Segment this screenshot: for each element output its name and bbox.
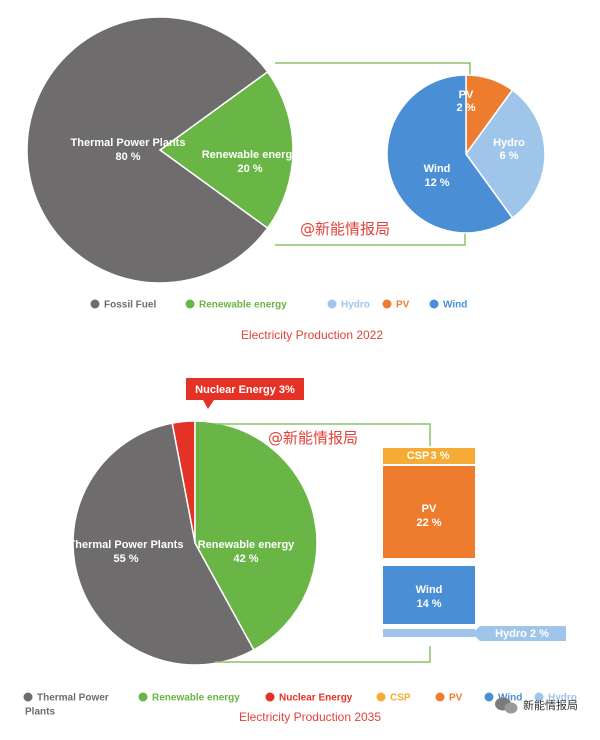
thermal-label-2022: Thermal Power Plants bbox=[71, 137, 186, 149]
legend-2022-label: Fossil Fuel bbox=[104, 300, 156, 311]
legend-2035-label: Wind bbox=[498, 693, 522, 704]
renewable-label-2022: Renewable energy bbox=[202, 149, 299, 161]
csp-value-2035: 3 % bbox=[431, 450, 450, 462]
main-pie-2035 bbox=[72, 420, 318, 666]
legend-2022-label: Hydro bbox=[341, 300, 370, 311]
wechat-badge: 新能情报局 bbox=[495, 697, 578, 714]
wind-value-2022: 12 % bbox=[424, 177, 449, 189]
nuclear-callout-text: Nuclear Energy 3% bbox=[195, 384, 295, 396]
legend-2022-label: Renewable energy bbox=[199, 300, 287, 311]
legend-2022-swatch bbox=[185, 299, 195, 309]
legend-2035-label: Hydro bbox=[548, 693, 577, 704]
breakdown-pie-2022 bbox=[386, 74, 546, 234]
watermark-2022: @新能情报局 bbox=[300, 220, 390, 238]
wind-label-2022: Wind bbox=[424, 163, 451, 175]
wechat-badge-text: 新能情报局 bbox=[523, 698, 578, 712]
breakdown-bar-2035 bbox=[383, 448, 475, 637]
caption-2035: Electricity Production 2035 bbox=[239, 710, 381, 724]
legend-2035-swatch bbox=[265, 692, 275, 702]
wechat-icon bbox=[495, 697, 518, 714]
legend-2035-label: CSP bbox=[390, 693, 411, 704]
wind-label-2035: Wind bbox=[416, 584, 443, 596]
watermark-2035: @新能情报局 bbox=[268, 429, 358, 447]
legend-2022-label: PV bbox=[396, 300, 410, 311]
hydro-value-2022: 6 % bbox=[500, 150, 519, 162]
breakdown-bar-2035-hydro-segment bbox=[383, 629, 475, 637]
legend-2035-swatch bbox=[138, 692, 148, 702]
connector-2022 bbox=[275, 62, 471, 246]
wind-value-2035: 14 % bbox=[416, 598, 441, 610]
breakdown-pie-2022-hydro-slice bbox=[465, 89, 546, 219]
legend-2035-swatch bbox=[484, 692, 494, 702]
pv-label-2035: PV bbox=[422, 503, 437, 515]
legend-2035: Thermal Power Plants Renewable energy Nucle… bbox=[23, 692, 577, 718]
renewable-value-2035: 42 % bbox=[233, 553, 258, 565]
thermal-value-2035: 55 % bbox=[113, 553, 138, 565]
thermal-label-2035: Thermal Power Plants bbox=[69, 539, 184, 551]
legend-2035-swatch bbox=[376, 692, 386, 702]
hydro-label-2022: Hydro bbox=[493, 137, 525, 149]
renewable-label-2035: Renewable energy bbox=[198, 539, 295, 551]
legend-2035-label: Nuclear Energy bbox=[279, 693, 353, 704]
connector-2035 bbox=[215, 423, 431, 663]
legend-2035-swatch bbox=[534, 692, 544, 702]
breakdown-pie-2022-wind-slice bbox=[386, 74, 514, 234]
legend-2035-swatch bbox=[23, 692, 33, 702]
main-pie-2022-thermal-slice bbox=[26, 16, 269, 284]
csp-label-2035: CSP bbox=[407, 450, 430, 462]
hydro-callout-text: Hydro 2 % bbox=[495, 628, 549, 640]
legend-2022-label: Wind bbox=[443, 300, 467, 311]
legend-2022-swatch bbox=[90, 299, 100, 309]
legend-2035-label: PV bbox=[449, 693, 463, 704]
legend-2022-swatch bbox=[327, 299, 337, 309]
legend-2035-label: Thermal Power Plants bbox=[25, 693, 109, 718]
legend-2022-swatch bbox=[382, 299, 392, 309]
legend-2035-swatch bbox=[435, 692, 445, 702]
caption-2022: Electricity Production 2022 bbox=[241, 328, 383, 342]
breakdown-bar-2035-pv-segment bbox=[383, 466, 475, 558]
main-pie-2022-renewable-slice bbox=[158, 70, 294, 230]
breakdown-bar-2035-wind-segment bbox=[383, 566, 475, 624]
nuclear-callout: Nuclear Energy 3% bbox=[186, 378, 304, 409]
hydro-callout: Hydro 2 % bbox=[472, 626, 566, 641]
pv-value-2022: 2 % bbox=[457, 102, 476, 114]
pv-label-2022: PV bbox=[459, 89, 474, 101]
legend-2022: Fossil Fuel Renewable energy Hydro PV Wind bbox=[90, 299, 467, 311]
thermal-value-2022: 80 % bbox=[115, 151, 140, 163]
breakdown-bar-2035-csp-segment bbox=[383, 448, 475, 464]
main-pie-2035-renewable-slice bbox=[194, 420, 318, 651]
legend-2022-swatch bbox=[429, 299, 439, 309]
main-pie-2035-thermal-slice bbox=[72, 422, 255, 666]
legend-2035-label: Renewable energy bbox=[152, 693, 240, 704]
pv-value-2035: 22 % bbox=[416, 517, 441, 529]
renewable-value-2022: 20 % bbox=[237, 163, 262, 175]
main-pie-2022 bbox=[26, 16, 294, 284]
